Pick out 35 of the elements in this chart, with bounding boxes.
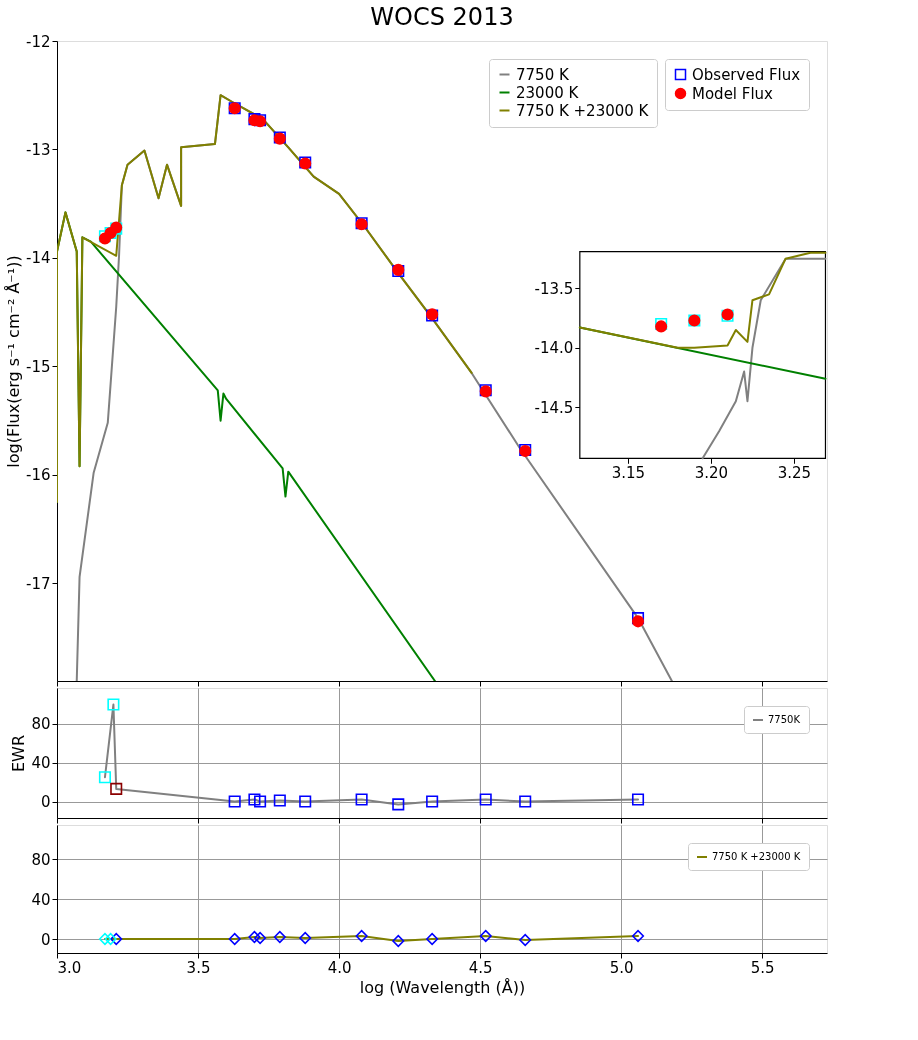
legend-label: 7750K: [768, 714, 801, 725]
y-tick-label: -13.5: [534, 279, 574, 298]
y-tick-label: -15: [26, 357, 51, 376]
x-tick-label: 5.0: [609, 958, 634, 977]
x-tick-label: 3.0: [57, 958, 82, 977]
y-tick-label: -16: [26, 466, 51, 485]
y-tick-label: 80: [31, 850, 51, 869]
legend-label: Model Flux: [692, 84, 774, 103]
y-tick-label: 80: [31, 715, 51, 734]
y-tick-label: -14: [26, 249, 51, 268]
x-tick-label: 3.5: [186, 958, 211, 977]
legend-label: 7750 K +23000 K: [712, 851, 801, 862]
x-tick-label: 3.25: [777, 463, 812, 482]
y-tick-label: -17: [26, 574, 51, 593]
x-tick-label: 3.20: [694, 463, 729, 482]
legend-label: 7750 K: [516, 65, 570, 84]
y-tick-label: 0: [40, 793, 51, 812]
y-tick-label: -13: [26, 140, 51, 159]
y-tick-label: 40: [31, 890, 51, 909]
chart-title: WOCS 2013: [370, 3, 514, 31]
x-tick-label: 4.5: [468, 958, 493, 977]
x-axis-title: log (Wavelength (Å)): [359, 977, 526, 997]
y-tick-label: -12: [26, 32, 51, 51]
y-tick-label: 40: [31, 754, 51, 773]
legend-label: 23000 K: [516, 83, 580, 102]
legend-label: 7750 K +23000 K: [516, 101, 650, 120]
x-tick-label: 4.0: [327, 958, 352, 977]
y-axis-title: log(Flux(erg s⁻¹ cm⁻² Å⁻¹)): [4, 255, 23, 468]
y-tick-label: -14.5: [534, 398, 574, 417]
x-tick-label: 5.5: [750, 958, 775, 977]
y-axis-title: EWR: [9, 734, 29, 773]
legend-label: Observed Flux: [692, 65, 801, 84]
y-tick-label: 0: [40, 930, 51, 949]
x-tick-label: 3.15: [611, 463, 646, 482]
y-tick-label: -14.0: [534, 339, 574, 358]
